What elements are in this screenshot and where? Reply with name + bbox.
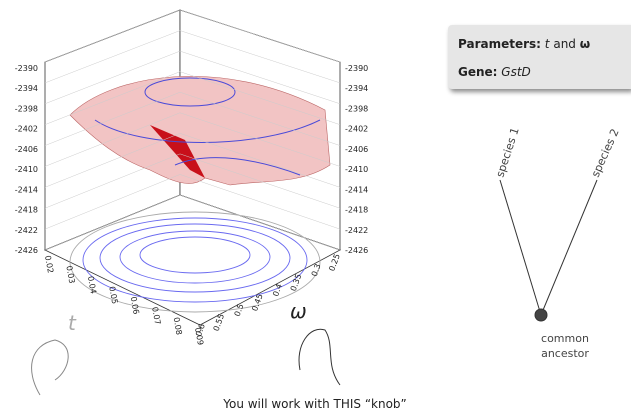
param: ω — [580, 37, 590, 51]
t-tick-label: 0.03 — [64, 265, 76, 284]
z-tick-label: -2414 — [345, 185, 368, 194]
t-tick-label: 0.05 — [107, 286, 119, 305]
t-tick-label: 0.07 — [150, 306, 162, 325]
parameters-row: Parameters: t and ω — [458, 37, 590, 51]
conj: and — [553, 37, 576, 51]
t-tick-label: 0.06 — [129, 296, 141, 315]
z-tick-label: -2422 — [345, 226, 368, 235]
z-tick-label: -2410 — [345, 165, 368, 174]
branch — [541, 180, 597, 315]
z-tick-label: -2402 — [15, 125, 38, 134]
root-label: ancestor — [541, 347, 589, 360]
gene: GstD — [501, 65, 531, 79]
z-tick-label: -2394 — [345, 84, 368, 93]
param: t — [545, 37, 550, 51]
page: t ω species 1 species 2 common ancestor … — [0, 0, 631, 416]
root-node — [535, 309, 547, 321]
z-tick-label: -2414 — [15, 185, 38, 194]
omega-axis-label: ω — [290, 299, 307, 323]
z-tick-label: -2418 — [345, 206, 368, 215]
caption: You will work with THIS “knob” — [222, 397, 407, 411]
z-tick-label: -2390 — [15, 64, 38, 73]
label: Parameters: — [458, 37, 541, 51]
z-tick-label: -2418 — [15, 206, 38, 215]
leaf-label: species 1 — [493, 126, 521, 179]
t-axis-label: t — [68, 311, 77, 335]
z-tick-label: -2402 — [345, 125, 368, 134]
z-tick-label: -2410 — [15, 165, 38, 174]
z-tick-label: -2406 — [345, 145, 368, 154]
z-tick-label: -2406 — [15, 145, 38, 154]
z-tick-label: -2398 — [15, 104, 38, 113]
label: Gene: — [458, 65, 497, 79]
root-label: common — [541, 332, 589, 345]
omega-hand: ω — [290, 299, 340, 385]
omega-tick-label: 0.6 — [194, 323, 207, 338]
t-tick-label: 0.08 — [172, 316, 184, 335]
t-tick-label: 0.04 — [86, 275, 98, 294]
info-box: Parameters: t and ω Gene: GstD — [448, 25, 631, 89]
z-tick-label: -2390 — [345, 64, 368, 73]
z-tick-label: -2426 — [345, 246, 368, 255]
z-tick-label: -2394 — [15, 84, 38, 93]
z-tick-label: -2398 — [345, 104, 368, 113]
z-tick-label: -2426 — [15, 246, 38, 255]
gene-row: Gene: GstD — [458, 65, 531, 79]
t-hand: t — [32, 311, 77, 395]
t-tick-label: 0.02 — [43, 255, 55, 274]
leaf-label: species 2 — [589, 127, 622, 179]
tree — [500, 180, 597, 321]
branch — [500, 180, 541, 315]
z-tick-label: -2422 — [15, 226, 38, 235]
